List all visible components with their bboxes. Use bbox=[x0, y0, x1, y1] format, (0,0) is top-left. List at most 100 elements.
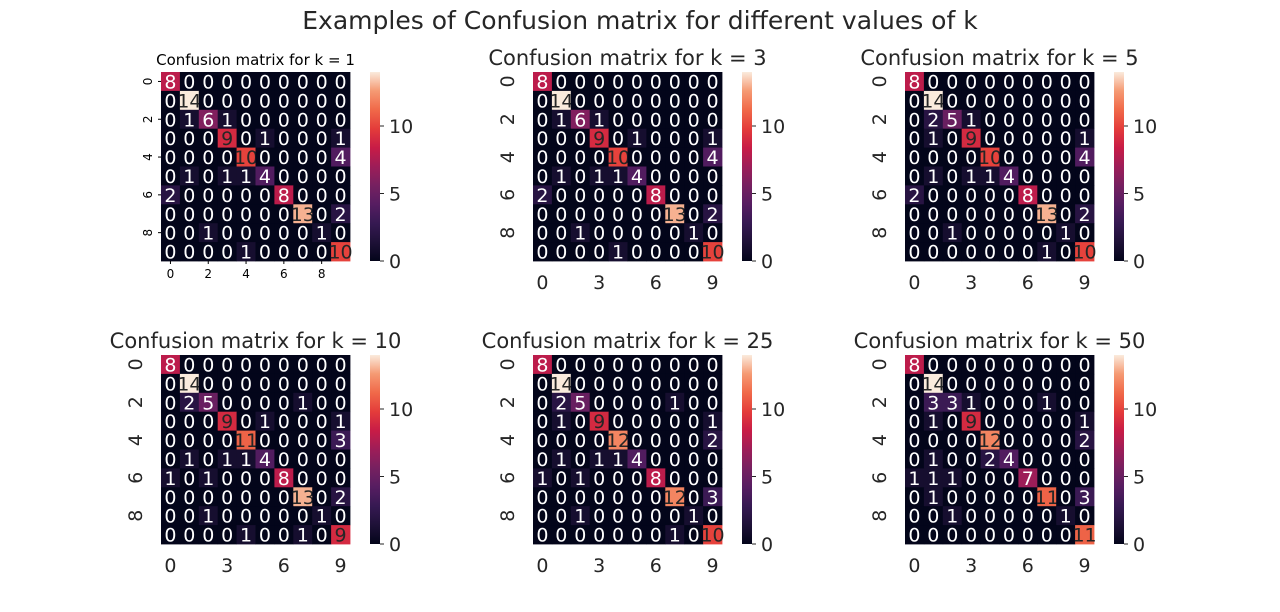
heatmap-cell bbox=[1018, 223, 1038, 243]
heatmap-cell bbox=[312, 90, 332, 111]
cell-value: 0 bbox=[688, 90, 700, 112]
heatmap-cell bbox=[551, 411, 572, 431]
heatmap-cell bbox=[533, 392, 553, 413]
x-tick-label: 9 bbox=[335, 555, 347, 577]
heatmap-cell bbox=[608, 242, 628, 262]
heatmap-cell bbox=[980, 72, 1000, 92]
heatmap-cell bbox=[1056, 525, 1076, 545]
cell-value: 0 bbox=[612, 71, 624, 93]
cell-value: 0 bbox=[1003, 468, 1015, 490]
heatmap-cell bbox=[923, 468, 944, 488]
heatmap-cell bbox=[684, 373, 704, 394]
cell-value: 0 bbox=[555, 204, 567, 226]
cell-value: 0 bbox=[1022, 392, 1034, 414]
heatmap-cell bbox=[1037, 392, 1057, 413]
cell-value: 0 bbox=[259, 468, 271, 490]
heatmap-cell bbox=[551, 242, 572, 262]
cell-value: 0 bbox=[1079, 166, 1091, 188]
cell-value: 0 bbox=[221, 204, 233, 226]
x-tick-label: 9 bbox=[1079, 272, 1091, 294]
heatmap-cell bbox=[312, 506, 332, 526]
heatmap-cell bbox=[608, 411, 628, 431]
heatmap-cell bbox=[331, 525, 351, 545]
cell-value: 0 bbox=[536, 90, 548, 112]
cell-value: 0 bbox=[650, 147, 662, 169]
heatmap-cell bbox=[703, 166, 723, 186]
cell-value: 0 bbox=[631, 506, 643, 528]
heatmap-cell bbox=[570, 449, 591, 469]
heatmap-cell bbox=[551, 109, 572, 130]
cell-value: 1 bbox=[297, 392, 309, 414]
heatmap-cell bbox=[980, 411, 1000, 431]
cell-value: 1 bbox=[259, 128, 271, 150]
cell-value: 0 bbox=[240, 128, 252, 150]
heatmap-cell bbox=[293, 90, 313, 111]
heatmap-cell bbox=[684, 166, 704, 186]
cell-value: 0 bbox=[631, 147, 643, 169]
cell-value: 0 bbox=[612, 128, 624, 150]
cell-value: 9 bbox=[221, 411, 233, 433]
heatmap-cell bbox=[1075, 411, 1095, 431]
cell-value: 0 bbox=[946, 430, 958, 452]
heatmap-cell bbox=[551, 128, 572, 148]
heatmap-cell bbox=[923, 430, 944, 450]
cell-value: 0 bbox=[164, 147, 176, 169]
cell-value: 0 bbox=[202, 430, 214, 452]
heatmap-cell bbox=[942, 373, 963, 394]
cell-value: 0 bbox=[1060, 487, 1072, 509]
heatmap-panel: Confusion matrix for k = 508 0 0 0 0 0 0 0 0 00 14… bbox=[854, 329, 1158, 577]
cell-value: 0 bbox=[240, 373, 252, 395]
cell-value: 0 bbox=[984, 373, 996, 395]
cell-value: 0 bbox=[593, 71, 605, 93]
x-tick-label: 0 bbox=[164, 555, 176, 577]
panel-title: Confusion matrix for k = 25 bbox=[482, 329, 774, 353]
cell-value: 0 bbox=[240, 506, 252, 528]
heatmap-cell bbox=[274, 147, 294, 167]
heatmap-cell bbox=[1056, 72, 1076, 92]
heatmap-cell bbox=[646, 355, 666, 375]
cell-value: 0 bbox=[688, 430, 700, 452]
heatmap-cell bbox=[198, 525, 219, 545]
heatmap-cell bbox=[570, 355, 591, 375]
cell-value: 0 bbox=[259, 109, 271, 131]
heatmap-cell bbox=[1056, 242, 1076, 262]
cell-value: 8 bbox=[164, 354, 176, 376]
heatmap-cell bbox=[312, 468, 332, 488]
heatmap-cell bbox=[1018, 411, 1038, 431]
cell-value: 0 bbox=[574, 449, 586, 471]
heatmap-cell bbox=[905, 166, 925, 186]
cell-value: 0 bbox=[278, 392, 290, 414]
y-tick-label: 2 bbox=[869, 113, 891, 125]
y-tick-label: 8 bbox=[869, 510, 891, 522]
heatmap-cell bbox=[980, 223, 1000, 243]
colorbar bbox=[742, 72, 752, 261]
cell-value: 8 bbox=[650, 185, 662, 207]
cell-value: 1 bbox=[946, 506, 958, 528]
heatmap-cell bbox=[255, 468, 275, 488]
cell-value: 0 bbox=[650, 223, 662, 245]
heatmap-cell bbox=[179, 185, 200, 205]
cell-value: 0 bbox=[631, 392, 643, 414]
heatmap-cell bbox=[179, 355, 200, 375]
heatmap-cell bbox=[665, 204, 685, 224]
heatmap-cell bbox=[684, 506, 704, 526]
heatmap-cell bbox=[608, 147, 628, 167]
cell-value: 1 bbox=[946, 223, 958, 245]
cell-value: 5 bbox=[202, 392, 214, 414]
cell-value: 0 bbox=[1022, 128, 1034, 150]
cell-value: 0 bbox=[183, 185, 195, 207]
heatmap-cell bbox=[999, 392, 1019, 413]
cell-value: 0 bbox=[278, 204, 290, 226]
cell-value: 0 bbox=[946, 373, 958, 395]
y-tick-label: 8 bbox=[497, 227, 519, 239]
cell-value: 0 bbox=[1079, 90, 1091, 112]
cell-value: 0 bbox=[1003, 147, 1015, 169]
cell-value: 0 bbox=[574, 373, 586, 395]
heatmap-cell bbox=[331, 449, 351, 469]
heatmap-cell bbox=[1075, 223, 1095, 243]
cell-value: 0 bbox=[965, 373, 977, 395]
cell-value: 0 bbox=[650, 109, 662, 131]
cell-value: 1 bbox=[240, 449, 252, 471]
heatmap-cell bbox=[961, 90, 981, 111]
cell-value: 4 bbox=[1003, 449, 1015, 471]
